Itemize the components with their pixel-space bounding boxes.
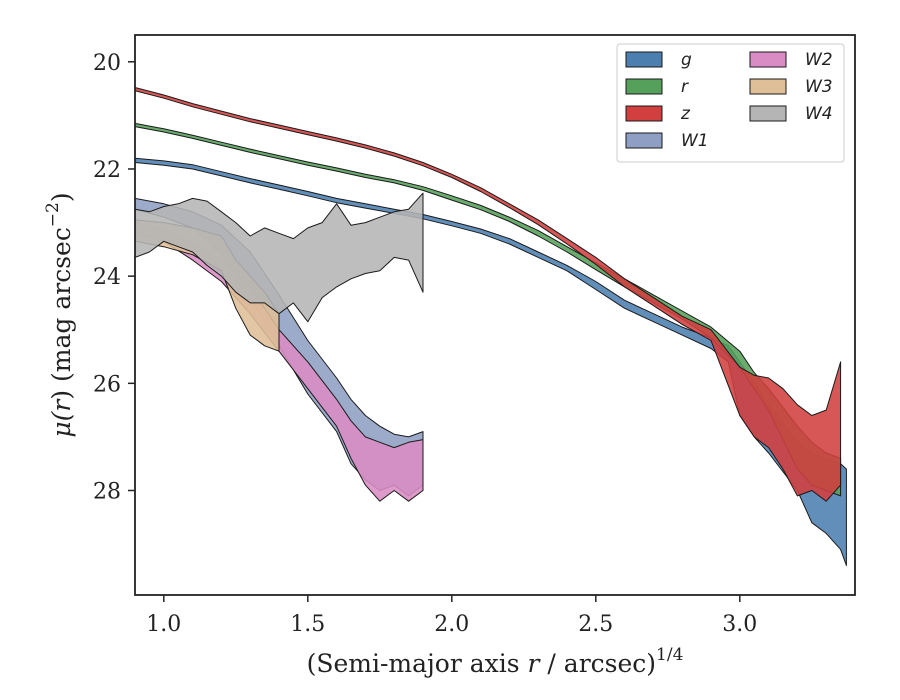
legend-label-g: g [681, 50, 692, 70]
y-tick-label: 22 [93, 158, 121, 183]
x-tick-label: 1.5 [290, 612, 325, 637]
x-tick-label: 2.0 [434, 612, 469, 637]
legend-swatch-z [625, 105, 663, 122]
x-tick-label: 3.0 [722, 612, 757, 637]
legend: grz W1 W2 W3 W4 [616, 43, 845, 163]
legend-swatch-w1 [625, 132, 663, 149]
legend-label-w4: W4 [805, 104, 833, 124]
legend-swatch-r [625, 78, 663, 95]
y-axis-label: μ(r) (mag arcsec−2) [43, 192, 76, 437]
profile-bands [135, 87, 847, 566]
x-tick-label: 1.0 [146, 612, 181, 637]
y-tick-label: 20 [93, 51, 121, 76]
x-axis: 1.0 1.5 2.0 2.5 3.0 [146, 595, 757, 637]
legend-swatch-w3 [749, 78, 787, 95]
band-w4 [135, 192, 424, 323]
plot-frame [134, 34, 856, 596]
legend-swatch-g [625, 51, 663, 68]
legend-swatch-w2 [749, 51, 787, 68]
legend-frame [616, 43, 845, 163]
legend-swatch-w4 [749, 105, 787, 122]
y-axis: 20 22 24 26 28 [93, 51, 135, 505]
y-tick-label: 26 [93, 372, 121, 397]
legend-label-w1: W1 [681, 131, 709, 151]
legend-label-r: r [681, 77, 689, 97]
legend-label-w2: W2 [805, 50, 833, 70]
band-r [135, 122, 842, 497]
y-tick-label: 24 [93, 265, 121, 290]
x-tick-label: 2.5 [578, 612, 613, 637]
band-z [135, 87, 842, 502]
x-axis-label: (Semi-major axis r / arcsec)1/4 [307, 645, 684, 678]
legend-label-w3: W3 [805, 77, 833, 97]
legend-label-z: z [680, 104, 691, 124]
y-tick-label: 28 [93, 480, 121, 505]
